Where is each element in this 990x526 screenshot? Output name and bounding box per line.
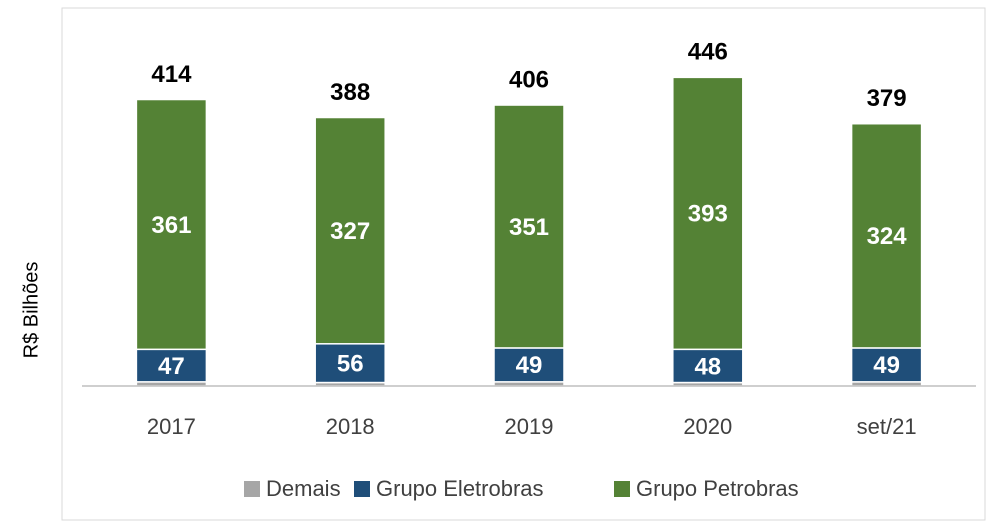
- data-label: 351: [509, 214, 549, 241]
- x-tick-label: set/21: [857, 414, 917, 439]
- bar-segment: [314, 116, 386, 345]
- total-label: 379: [867, 85, 907, 112]
- total-label: 414: [151, 61, 192, 88]
- legend-label: Demais: [266, 476, 341, 501]
- chart-frame: [61, 7, 986, 521]
- legend-swatch: [614, 481, 630, 497]
- data-label: 49: [873, 352, 900, 379]
- legend-label: Grupo Eletrobras: [376, 476, 544, 501]
- data-label: 393: [688, 201, 728, 228]
- bar-segment: [314, 343, 386, 384]
- legend-swatch: [244, 481, 260, 497]
- bar-segment: [850, 122, 923, 349]
- data-label: 324: [867, 223, 908, 250]
- x-tick-label: 2018: [326, 414, 375, 439]
- bar-segment: [135, 98, 208, 351]
- bar-segment: [672, 76, 744, 351]
- data-label: 361: [151, 212, 191, 239]
- x-tick-label: 2019: [505, 414, 554, 439]
- y-axis-label: R$ Bilhões: [20, 262, 42, 359]
- total-label: 388: [330, 79, 370, 106]
- total-label: 446: [688, 39, 728, 66]
- data-label: 47: [158, 353, 185, 380]
- legend-label: Grupo Petrobras: [636, 476, 799, 501]
- legend-swatch: [354, 481, 370, 497]
- bar-segment: [135, 348, 208, 383]
- x-tick-label: 2020: [683, 414, 732, 439]
- bar-segment: [493, 347, 565, 383]
- data-label: 56: [337, 351, 364, 378]
- data-label: 48: [694, 353, 721, 380]
- x-tick-label: 2017: [147, 414, 196, 439]
- bar-segment: [850, 347, 923, 383]
- data-label: 49: [516, 352, 543, 379]
- bar-segment: [493, 104, 565, 349]
- total-label: 406: [509, 66, 549, 93]
- data-label: 327: [330, 218, 370, 245]
